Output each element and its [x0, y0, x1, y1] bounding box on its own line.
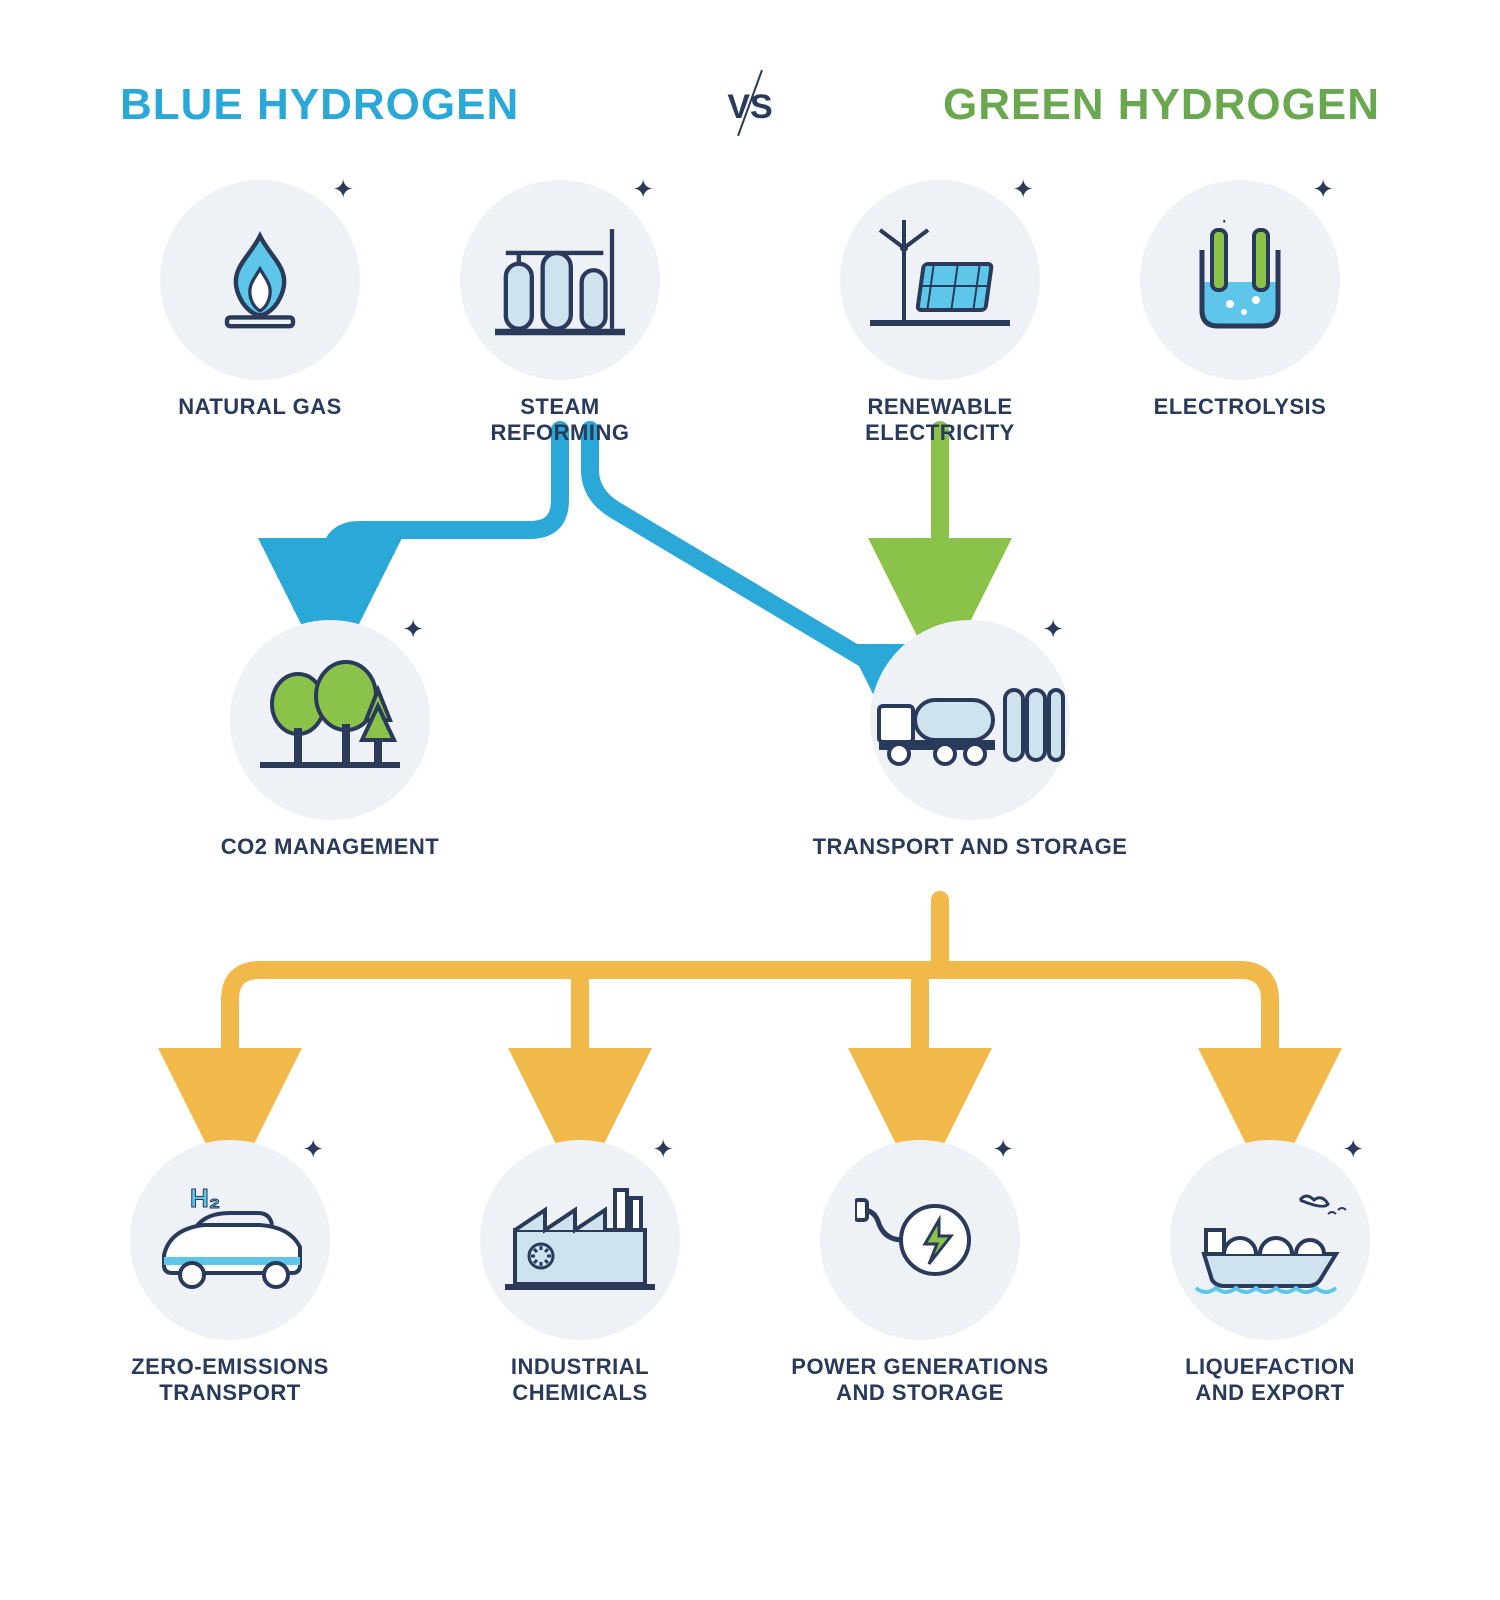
- node-industrial-chemicals: ✦ INDUSTRIAL CHEMICALS: [450, 1140, 710, 1407]
- trees-icon: [260, 660, 400, 780]
- node-liquefaction-export: ✦ LIQUEFACTION AND EXPORT: [1140, 1140, 1400, 1407]
- node-label: ZERO-EMISSIONS TRANSPORT: [100, 1354, 360, 1407]
- sparkle-icon: ✦: [632, 174, 654, 205]
- svg-text:−: −: [1260, 220, 1271, 228]
- sparkle-icon: ✦: [1042, 614, 1064, 645]
- node-label: POWER GENERATIONS AND STORAGE: [790, 1354, 1050, 1407]
- node-label: RENEWABLE ELECTRICITY: [810, 394, 1070, 447]
- sparkle-icon: ✦: [402, 614, 424, 645]
- ship-icon: [1190, 1180, 1350, 1300]
- car-h2-icon: H₂: [150, 1185, 310, 1295]
- svg-text:H₂: H₂: [190, 1185, 220, 1213]
- node-label: TRANSPORT AND STORAGE: [810, 834, 1130, 860]
- node-transport-storage: ✦ TRANSPORT AND STORAGE: [810, 620, 1130, 860]
- node-power-generation-storage: ✦ POWER GENERATIONS AND STORAGE: [790, 1140, 1050, 1407]
- arrow-yellow-bus: [230, 970, 1270, 1000]
- node-label: LIQUEFACTION AND EXPORT: [1140, 1354, 1400, 1407]
- factory-icon: [505, 1180, 655, 1300]
- node-renewable-electricity: ✦ RENEWABLE ELECTRICITY: [810, 180, 1070, 447]
- beaker-icon: + −: [1180, 220, 1300, 340]
- sparkle-icon: ✦: [1342, 1134, 1364, 1165]
- flame-icon: [205, 225, 315, 335]
- sparkle-icon: ✦: [1312, 174, 1334, 205]
- node-electrolysis: ✦ + − ELECTROLYSIS: [1110, 180, 1370, 420]
- plug-bolt-icon: [855, 1180, 985, 1300]
- sparkle-icon: ✦: [1012, 174, 1034, 205]
- arrow-blue-to-co2: [330, 430, 560, 610]
- truck-tanks-icon: [875, 660, 1065, 780]
- node-steam-reforming: ✦ STEAM REFORMING: [430, 180, 690, 447]
- sparkle-icon: ✦: [652, 1134, 674, 1165]
- sparkle-icon: ✦: [992, 1134, 1014, 1165]
- node-label: INDUSTRIAL CHEMICALS: [450, 1354, 710, 1407]
- svg-text:+: +: [1219, 220, 1230, 228]
- node-zero-emissions-transport: ✦ H₂ ZERO-EMISSIONS TRANSPORT: [100, 1140, 360, 1407]
- node-co2-management: ✦ CO2 MANAGEMENT: [200, 620, 460, 860]
- wind-solar-icon: [870, 220, 1010, 340]
- node-label: CO2 MANAGEMENT: [200, 834, 460, 860]
- node-label: ELECTROLYSIS: [1110, 394, 1370, 420]
- sparkle-icon: ✦: [332, 174, 354, 205]
- diagram-canvas: BLUE HYDROGEN VS GREEN HYDROGEN: [0, 0, 1500, 1600]
- node-label: NATURAL GAS: [130, 394, 390, 420]
- refinery-icon: [495, 220, 625, 340]
- node-label: STEAM REFORMING: [430, 394, 690, 447]
- node-natural-gas: ✦ NATURAL GAS: [130, 180, 390, 420]
- sparkle-icon: ✦: [302, 1134, 324, 1165]
